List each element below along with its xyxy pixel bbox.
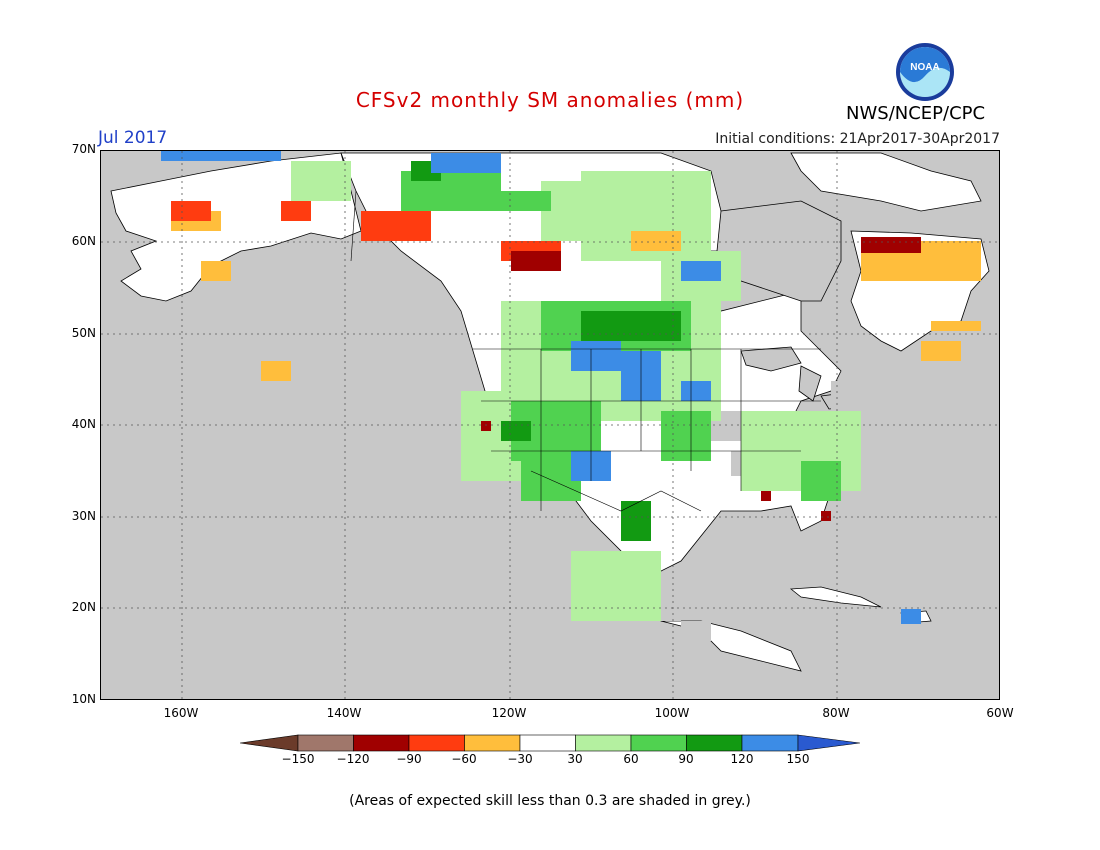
lon-label-80w: 80W [822, 706, 850, 720]
agency-label: NWS/NCEP/CPC [846, 103, 986, 124]
anomaly-map [100, 150, 1000, 700]
political-borders [350, 190, 821, 512]
colorbar-low-arrow [240, 734, 299, 752]
colorbar-tick: −30 [507, 752, 533, 766]
lat-label-10n: 10N [71, 692, 96, 706]
colorbar-tick: −90 [396, 752, 422, 766]
logo-text: NOAA [910, 62, 939, 73]
graticule [101, 151, 999, 699]
colorbar-tick: −150 [281, 752, 315, 766]
map-title: CFSv2 monthly SM anomalies (mm) [355, 88, 745, 112]
colorbar-bin-7 [630, 734, 687, 752]
lat-label-40n: 40N [71, 417, 96, 431]
colorbar-bin-4 [464, 734, 521, 752]
colorbar-bin-1 [297, 734, 354, 752]
colorbar-bin-6 [575, 734, 632, 752]
footnote: (Areas of expected skill less than 0.3 a… [349, 793, 751, 809]
colorbar-bin-5 [519, 734, 576, 752]
lat-label-50n: 50N [71, 326, 96, 340]
colorbar-tick: 120 [730, 752, 754, 766]
colorbar-bin-8 [686, 734, 743, 752]
lon-label-140w: 140W [326, 706, 362, 720]
colorbar-high-arrow [797, 734, 860, 752]
colorbar-bin-2 [353, 734, 410, 752]
colorbar-tick: −60 [451, 752, 477, 766]
colorbar-tick: 150 [786, 752, 810, 766]
lon-label-160w: 160W [163, 706, 199, 720]
initial-conditions: Initial conditions: 21Apr2017-30Apr2017 [715, 131, 1000, 147]
lon-label-100w: 100W [654, 706, 690, 720]
noaa-logo-icon: NOAA [895, 42, 955, 102]
colorbar [240, 734, 860, 752]
lat-label-70n: 70N [71, 142, 96, 156]
colorbar-bin-3 [408, 734, 465, 752]
lon-label-120w: 120W [491, 706, 527, 720]
colorbar-tick: −120 [336, 752, 370, 766]
colorbar-tick: 90 [678, 752, 694, 766]
lat-label-20n: 20N [71, 600, 96, 614]
lat-label-30n: 30N [71, 509, 96, 523]
valid-month: Jul 2017 [98, 128, 168, 148]
lat-label-60n: 60N [71, 234, 96, 248]
colorbar-tick: 60 [623, 752, 639, 766]
anomaly-dark-red [481, 237, 921, 521]
map-canvas [101, 151, 999, 699]
lon-label-60w: 60W [986, 706, 1014, 720]
colorbar-tick: 30 [567, 752, 583, 766]
colorbar-bin-9 [741, 734, 799, 752]
